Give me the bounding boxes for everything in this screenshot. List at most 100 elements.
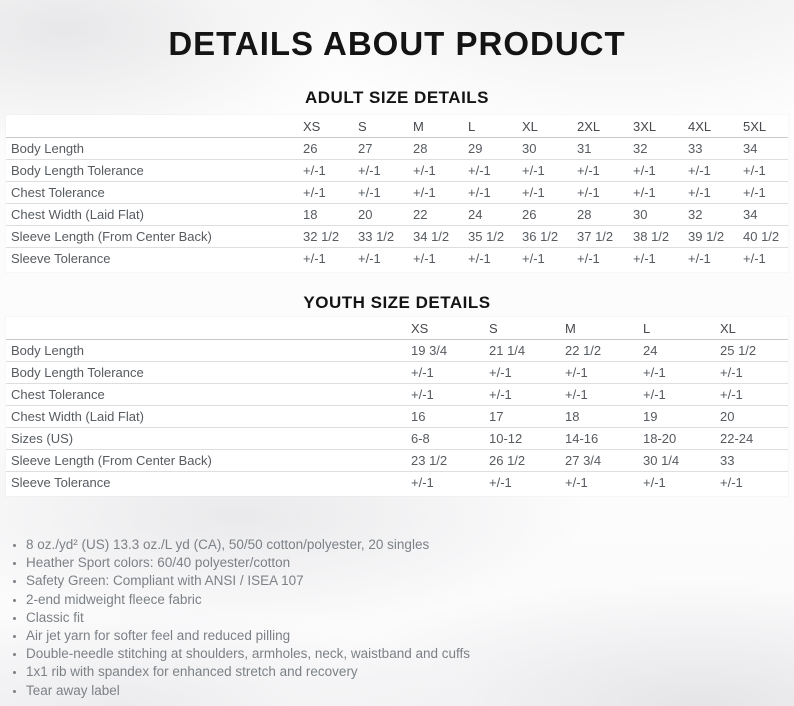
cell-value: 33 bbox=[688, 137, 743, 160]
row-label: Chest Width (Laid Flat) bbox=[6, 405, 411, 428]
cell-value: +/-1 bbox=[565, 361, 643, 384]
cell-value: +/-1 bbox=[688, 181, 743, 204]
cell-value: 33 1/2 bbox=[358, 225, 413, 248]
cell-value: 30 bbox=[633, 203, 688, 226]
column-header-s: S bbox=[489, 317, 565, 340]
column-header-m: M bbox=[413, 115, 468, 138]
cell-value: 29 bbox=[468, 137, 522, 160]
cell-value: 22-24 bbox=[720, 427, 788, 450]
cell-value: 34 bbox=[743, 203, 788, 226]
feature-item: Tear away label bbox=[26, 682, 794, 700]
table-row: Sleeve Length (From Center Back) 23 1/2 26… bbox=[6, 449, 788, 472]
cell-value: +/-1 bbox=[489, 471, 565, 495]
cell-value: +/-1 bbox=[303, 159, 358, 182]
cell-value: +/-1 bbox=[720, 361, 788, 384]
cell-value: 24 bbox=[643, 339, 720, 362]
cell-value: +/-1 bbox=[358, 159, 413, 182]
youth-header-row: XS S M L XL bbox=[6, 317, 788, 340]
cell-value: +/-1 bbox=[643, 471, 720, 495]
cell-value: 22 bbox=[413, 203, 468, 226]
cell-value: +/-1 bbox=[468, 181, 522, 204]
column-header-xs: XS bbox=[303, 115, 358, 138]
cell-value: 30 1/4 bbox=[643, 449, 720, 472]
column-header-3xl: 3XL bbox=[633, 115, 688, 138]
cell-value: +/-1 bbox=[411, 471, 489, 495]
cell-value: 32 bbox=[633, 137, 688, 160]
cell-value: +/-1 bbox=[577, 181, 633, 204]
cell-value: 22 1/2 bbox=[565, 339, 643, 362]
feature-item: Classic fit bbox=[26, 609, 794, 627]
cell-value: +/-1 bbox=[522, 247, 577, 271]
table-row: Chest Tolerance +/-1 +/-1 +/-1 +/-1 +/-1 bbox=[6, 383, 788, 406]
cell-value: 25 1/2 bbox=[720, 339, 788, 362]
table-row: Body Length Tolerance +/-1 +/-1 +/-1 +/-1 +/-… bbox=[6, 159, 788, 182]
feature-item: 2-end midweight fleece fabric bbox=[26, 591, 794, 609]
cell-value: +/-1 bbox=[743, 247, 788, 271]
cell-value: 26 bbox=[303, 137, 358, 160]
column-header-xl: XL bbox=[720, 317, 788, 340]
cell-value: 32 bbox=[688, 203, 743, 226]
table-row: Sizes (US) 6-8 10-12 14-16 18-20 22-24 bbox=[6, 427, 788, 450]
table-row: Body Length 26 27 28 29 30 31 32 33 34 bbox=[6, 137, 788, 160]
cell-value: +/-1 bbox=[522, 181, 577, 204]
cell-value: 28 bbox=[577, 203, 633, 226]
table-row: Chest Tolerance +/-1 +/-1 +/-1 +/-1 +/-1 +/-1 +… bbox=[6, 181, 788, 204]
cell-value: +/-1 bbox=[303, 181, 358, 204]
row-label: Sleeve Length (From Center Back) bbox=[6, 449, 411, 472]
cell-value: 19 3/4 bbox=[411, 339, 489, 362]
cell-value: 33 bbox=[720, 449, 788, 472]
column-header-2xl: 2XL bbox=[577, 115, 633, 138]
cell-value: +/-1 bbox=[577, 159, 633, 182]
cell-value: +/-1 bbox=[643, 361, 720, 384]
cell-value: 34 bbox=[743, 137, 788, 160]
cell-value: +/-1 bbox=[633, 181, 688, 204]
cell-value: 18 bbox=[303, 203, 358, 226]
cell-value: 18 bbox=[565, 405, 643, 428]
cell-value: +/-1 bbox=[489, 383, 565, 406]
cell-value: 21 1/4 bbox=[489, 339, 565, 362]
row-label: Chest Tolerance bbox=[6, 383, 411, 406]
cell-value: 20 bbox=[358, 203, 413, 226]
feature-item: Air jet yarn for softer feel and reduced… bbox=[26, 627, 794, 645]
product-feature-list: 8 oz./yd² (US) 13.3 oz./L yd (CA), 50/50… bbox=[9, 536, 794, 700]
cell-value: 30 bbox=[522, 137, 577, 160]
table-row: Sleeve Length (From Center Back) 32 1/2 33… bbox=[6, 225, 788, 248]
table-row: Sleeve Tolerance +/-1 +/-1 +/-1 +/-1 +/-1 bbox=[6, 471, 788, 495]
feature-item: Safety Green: Compliant with ANSI / ISEA… bbox=[26, 572, 794, 590]
cell-value: 20 bbox=[720, 405, 788, 428]
cell-value: 6-8 bbox=[411, 427, 489, 450]
column-header-l: L bbox=[643, 317, 720, 340]
cell-value: +/-1 bbox=[303, 247, 358, 271]
cell-value: 27 3/4 bbox=[565, 449, 643, 472]
row-label: Chest Tolerance bbox=[6, 181, 303, 204]
cell-value: +/-1 bbox=[358, 181, 413, 204]
row-label: Sleeve Tolerance bbox=[6, 471, 411, 495]
adult-size-heading: ADULT SIZE DETAILS bbox=[304, 88, 490, 107]
cell-value: 18-20 bbox=[643, 427, 720, 450]
column-header-xl: XL bbox=[522, 115, 577, 138]
feature-item: Double-needle stitching at shoulders, ar… bbox=[26, 645, 794, 663]
cell-value: 36 1/2 bbox=[522, 225, 577, 248]
column-header-s: S bbox=[358, 115, 413, 138]
column-header-empty bbox=[6, 317, 411, 340]
table-row: Body Length 19 3/4 21 1/4 22 1/2 24 25 1/2 bbox=[6, 339, 788, 362]
cell-value: 26 1/2 bbox=[489, 449, 565, 472]
cell-value: +/-1 bbox=[688, 159, 743, 182]
cell-value: 37 1/2 bbox=[577, 225, 633, 248]
cell-value: +/-1 bbox=[358, 247, 413, 271]
row-label: Sleeve Length (From Center Back) bbox=[6, 225, 303, 248]
column-header-empty bbox=[6, 115, 303, 138]
cell-value: +/-1 bbox=[643, 383, 720, 406]
row-label: Body Length bbox=[6, 339, 411, 362]
cell-value: +/-1 bbox=[633, 159, 688, 182]
cell-value: +/-1 bbox=[489, 361, 565, 384]
row-label: Body Length Tolerance bbox=[6, 361, 411, 384]
cell-value: 38 1/2 bbox=[633, 225, 688, 248]
cell-value: +/-1 bbox=[688, 247, 743, 271]
cell-value: +/-1 bbox=[413, 159, 468, 182]
cell-value: +/-1 bbox=[413, 247, 468, 271]
cell-value: 17 bbox=[489, 405, 565, 428]
cell-value: 35 1/2 bbox=[468, 225, 522, 248]
cell-value: 40 1/2 bbox=[743, 225, 788, 248]
